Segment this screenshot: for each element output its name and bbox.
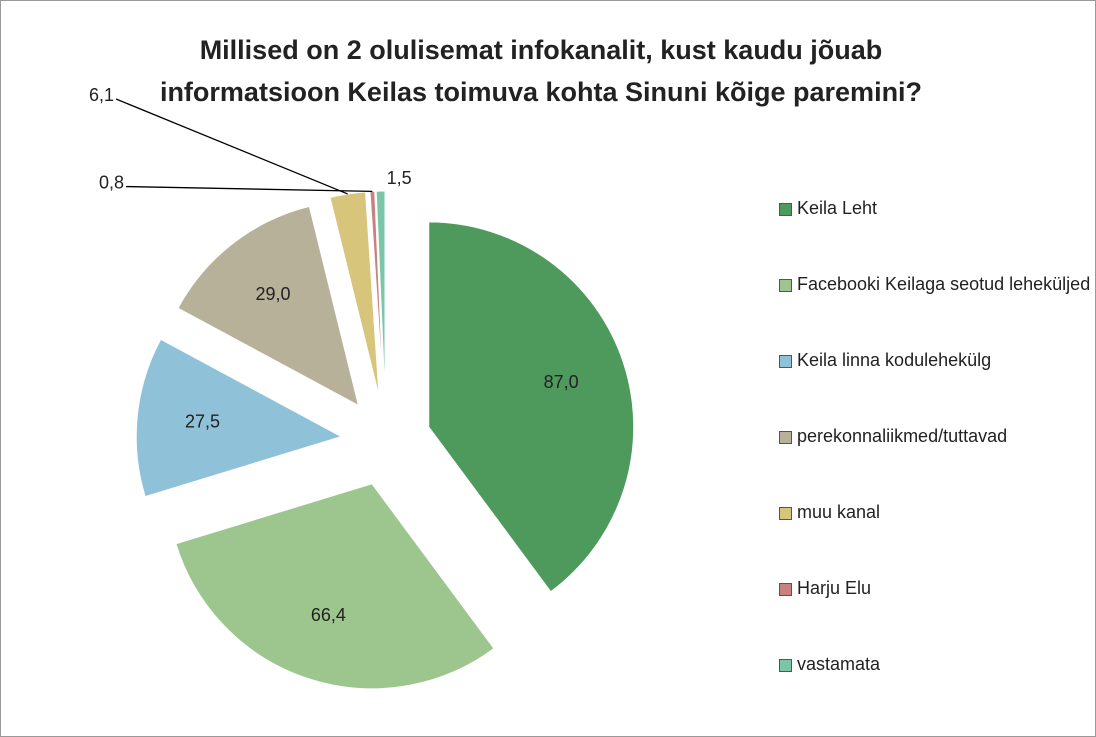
data-label: 1,5	[387, 168, 412, 188]
legend-label: Keila Leht	[797, 198, 878, 218]
legend-swatch	[779, 583, 792, 596]
legend-item: Keila linna kodulehekülg	[779, 348, 1094, 424]
leader-line	[115, 98, 348, 195]
legend-item: vastamata	[779, 652, 1094, 728]
data-label: 87,0	[544, 372, 579, 392]
legend-swatch	[779, 203, 792, 216]
legend-swatch	[779, 279, 792, 292]
data-label: 27,5	[185, 412, 220, 432]
legend-label: Facebooki Keilaga seotud leheküljed	[797, 274, 1091, 294]
legend-swatch	[779, 431, 792, 444]
legend: Keila Leht Facebooki Keilaga seotud lehek…	[779, 196, 1094, 728]
legend-label: Keila linna kodulehekülg	[797, 350, 992, 370]
legend-label: Harju Elu	[797, 578, 872, 598]
legend-label: muu kanal	[797, 502, 881, 522]
pie-slice	[175, 483, 495, 690]
pie-slice	[177, 205, 360, 407]
legend-item: Facebooki Keilaga seotud leheküljed	[779, 272, 1094, 348]
pie-slice	[135, 338, 343, 498]
data-label: 0,8	[99, 172, 124, 192]
leader-line	[125, 185, 373, 193]
legend-swatch	[779, 507, 792, 520]
legend-swatch	[779, 659, 792, 672]
data-label: 66,4	[311, 605, 346, 625]
legend-label: vastamata	[797, 654, 881, 674]
pie-slice	[428, 221, 635, 593]
data-label: 29,0	[256, 284, 291, 304]
data-label: 6,1	[89, 85, 114, 105]
pie-slice	[375, 190, 386, 397]
legend-item: muu kanal	[779, 500, 1094, 576]
legend-item: perekonnaliikmed/tuttavad	[779, 424, 1094, 500]
legend-item: Keila Leht	[779, 196, 1094, 272]
legend-label: perekonnaliikmed/tuttavad	[797, 426, 1008, 446]
chart-title: Millised on 2 olulisemat infokanalit, ku…	[159, 35, 923, 107]
legend-swatch	[779, 355, 792, 368]
legend-item: Harju Elu	[779, 576, 1094, 652]
